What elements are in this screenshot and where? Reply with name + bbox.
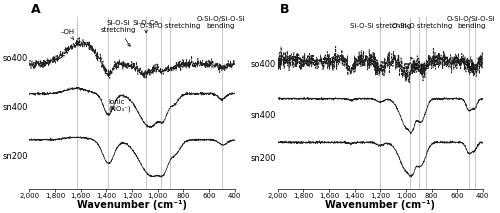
Text: Ionic
(NO₃⁻): Ionic (NO₃⁻) (108, 99, 131, 112)
Text: B: B (280, 3, 289, 16)
X-axis label: Wavenumber (cm⁻¹): Wavenumber (cm⁻¹) (77, 200, 187, 210)
Text: –OH: –OH (61, 29, 75, 40)
Text: O-Si-O/Si-O-Si
bending: O-Si-O/Si-O-Si bending (196, 16, 245, 29)
Text: Si-O-Si stretching: Si-O-Si stretching (350, 23, 411, 29)
Text: Si-O-Ca: Si-O-Ca (404, 57, 429, 70)
Text: O-Si-O stretching: O-Si-O stretching (140, 23, 200, 29)
Text: so400: so400 (3, 53, 28, 63)
Text: sn400: sn400 (2, 103, 28, 112)
Text: A: A (32, 3, 41, 16)
Text: Si-O-Si
stretching: Si-O-Si stretching (100, 20, 136, 46)
Text: O-Si-O stretching: O-Si-O stretching (392, 23, 452, 29)
Text: sn400: sn400 (251, 111, 276, 120)
X-axis label: Wavenumber (cm⁻¹): Wavenumber (cm⁻¹) (325, 200, 435, 210)
Text: O-Si-O/Si-O-Si
bending: O-Si-O/Si-O-Si bending (447, 16, 496, 29)
Text: sn200: sn200 (2, 152, 28, 161)
Text: so400: so400 (251, 60, 276, 69)
Text: Si-O-Ca: Si-O-Ca (133, 20, 159, 33)
Text: sn200: sn200 (251, 154, 276, 163)
